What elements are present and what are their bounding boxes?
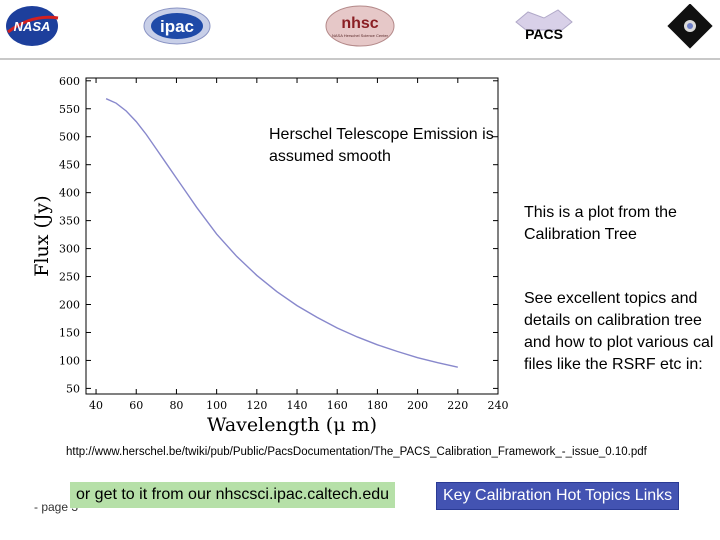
header-rule [0,58,720,60]
y-tick-label: 400 [59,187,80,200]
y-tick-label: 100 [59,354,80,367]
pacs-logo-text: PACS [525,26,563,42]
x-tick-label: 180 [367,399,388,412]
y-tick-label: 550 [59,103,80,116]
x-tick-label: 80 [169,399,183,412]
y-tick-label: 600 [59,75,80,88]
x-tick-label: 140 [287,399,308,412]
y-tick-label: 350 [59,215,80,228]
y-axis-label: Flux (Jy) [31,195,53,276]
x-tick-label: 240 [488,399,509,412]
y-tick-label: 250 [59,271,80,284]
x-tick-label: 120 [246,399,267,412]
y-tick-label: 200 [59,299,80,312]
note-see-topics: See excellent topics and details on cali… [524,290,714,373]
x-tick-label: 40 [89,399,103,412]
y-tick-label: 50 [66,382,80,395]
page-number: - page 3 [34,500,79,514]
nasa-logo-text: NASA [14,19,51,34]
x-tick-label: 160 [327,399,348,412]
y-tick-label: 300 [59,243,80,256]
x-tick-label: 200 [407,399,428,412]
nhsc-logo-subtext: NASA Herschel Science Center [332,33,389,38]
herschel-logo [666,3,714,50]
pacs-logo: PACS [506,4,582,46]
ipac-logo-text: ipac [160,17,194,36]
x-tick-label: 100 [206,399,227,412]
hot-topics-links-banner[interactable]: Key Calibration Hot Topics Links [436,482,680,510]
nhscsci-banner[interactable]: or get to it from our nhscsci.ipac.calte… [70,482,396,508]
nhsc-logo-text: nhsc [341,15,378,32]
series-line [105,98,458,368]
ipac-logo: ipac [142,6,212,46]
flux-chart: 50 100 150 200 250 300 350 400 450 500 550 600 40 60 8… [31,75,509,436]
y-tick-label: 150 [59,326,80,339]
y-tick-label: 500 [59,131,80,144]
calibration-framework-link[interactable]: http://www.herschel.be/twiki/pub/Public/… [66,446,647,458]
x-axis-label: Wavelength (μ m) [207,414,377,436]
note-plot-source: This is a plot from the Calibration Tree [524,204,677,243]
nasa-logo: NASA [4,4,60,48]
x-tick-label: 220 [447,399,468,412]
x-tick-label: 60 [129,399,143,412]
plot-frame [85,77,499,395]
note-telescope-emission: Herschel Telescope Emission is assumed s… [269,126,494,165]
y-tick-label: 450 [59,159,80,172]
nhsc-logo: nhsc NASA Herschel Science Center [324,4,396,48]
